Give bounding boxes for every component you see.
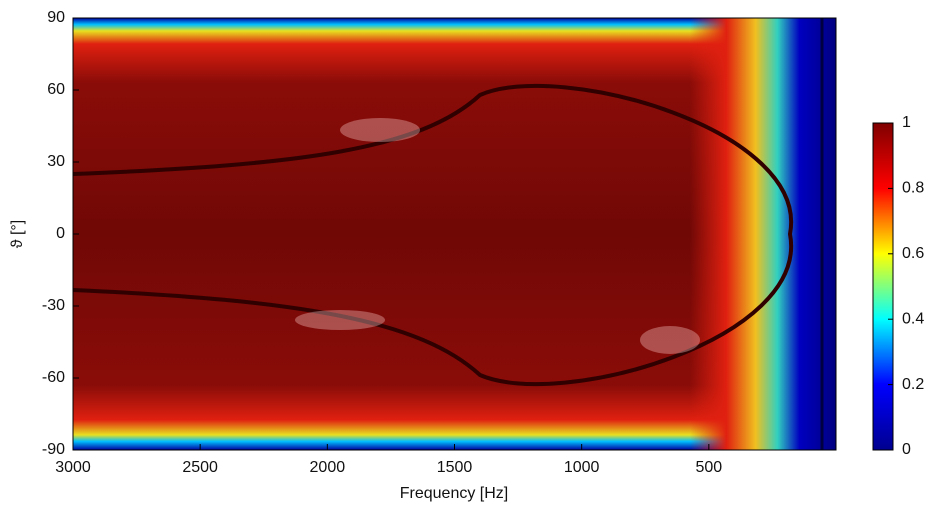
colorbar-tick-label: 1: [902, 114, 911, 131]
x-tick-label: 1500: [437, 459, 473, 476]
x-tick-label: 500: [695, 459, 722, 476]
colorbar-tick-label: 0.6: [902, 245, 924, 262]
x-tick-label: 2500: [182, 459, 218, 476]
x-axis-label: Frequency [Hz]: [400, 485, 508, 502]
y-axis-label: ϑ [°]: [9, 220, 26, 248]
x-tick-label: 3000: [55, 459, 91, 476]
y-tick-label: 0: [56, 225, 65, 242]
x-tick-label: 2000: [310, 459, 346, 476]
y-tick-label: -60: [42, 369, 65, 386]
colorbar: [872, 122, 894, 451]
y-tick-label: 60: [47, 81, 65, 98]
x-tick-label: 1000: [564, 459, 600, 476]
y-tick-label: -90: [42, 441, 65, 458]
heatmap-field: [73, 18, 836, 450]
y-tick-label: 30: [47, 153, 65, 170]
colorbar-tick-label: 0: [902, 441, 911, 458]
colorbar-tick-label: 0.8: [902, 180, 924, 197]
colorbar-tick-label: 0.4: [902, 310, 924, 327]
y-tick-label: 90: [47, 9, 65, 26]
y-tick-label: -30: [42, 297, 65, 314]
colorbar-tick-label: 0.2: [902, 376, 924, 393]
